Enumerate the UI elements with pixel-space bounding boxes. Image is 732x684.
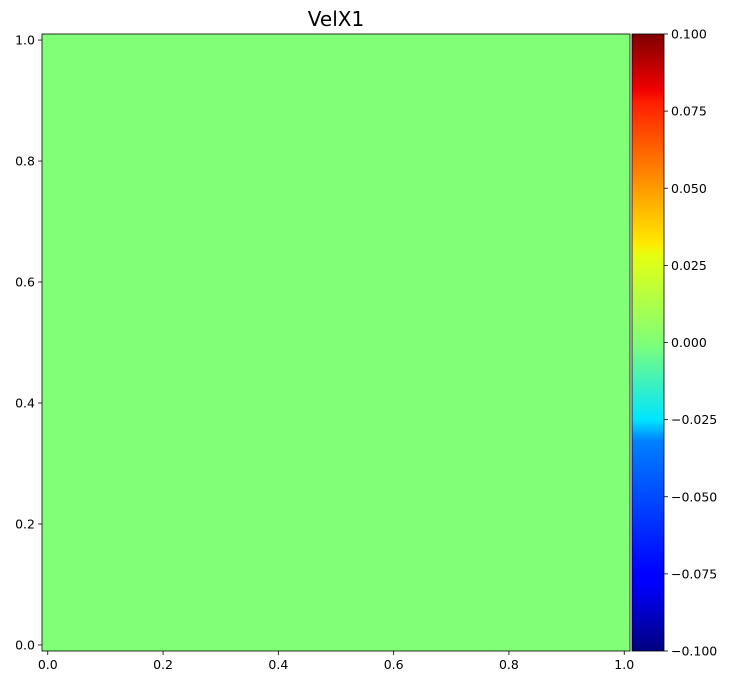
y-tick-label: 0.8 (15, 154, 35, 169)
y-tick-label: 0.2 (15, 516, 35, 531)
y-tick-label: 0.0 (15, 637, 35, 652)
y-axis: 0.0 0.2 0.4 0.6 0.8 1.0 (15, 33, 42, 652)
colorbar-axis: 0.100 0.075 0.050 0.025 0.000 −0.025 −0.050 −0.… (664, 27, 717, 659)
colorbar-tick-label: −0.025 (671, 412, 717, 427)
chart-title: VelX1 (308, 7, 364, 31)
plot-frame (41, 33, 631, 652)
plot-area (41, 33, 631, 652)
x-tick-label: 0.2 (153, 657, 173, 672)
x-tick-label: 0.0 (38, 657, 58, 672)
y-tick-label: 1.0 (15, 33, 35, 48)
colorbar-gradient (631, 33, 665, 652)
y-tick-label: 0.6 (15, 275, 35, 290)
x-axis: 0.0 0.2 0.4 0.6 0.8 1.0 (38, 651, 634, 672)
y-tick-label: 0.4 (15, 395, 35, 410)
colorbar-tick-label: 0.075 (671, 104, 707, 119)
colorbar-tick-label: 0.100 (671, 27, 707, 42)
x-tick-label: 0.8 (499, 657, 519, 672)
colorbar-tick-label: 0.000 (671, 335, 707, 350)
x-tick-label: 0.4 (268, 657, 288, 672)
x-tick-label: 0.6 (384, 657, 404, 672)
colorbar-tick-label: −0.075 (671, 566, 717, 581)
colorbar-tick-label: 0.025 (671, 258, 707, 273)
colorbar (631, 33, 665, 652)
colorbar-tick-label: −0.100 (671, 644, 717, 659)
colorbar-tick-label: 0.050 (671, 181, 707, 196)
heatmap-field (42, 34, 630, 651)
colorbar-tick-label: −0.050 (671, 489, 717, 504)
x-tick-label: 1.0 (614, 657, 634, 672)
